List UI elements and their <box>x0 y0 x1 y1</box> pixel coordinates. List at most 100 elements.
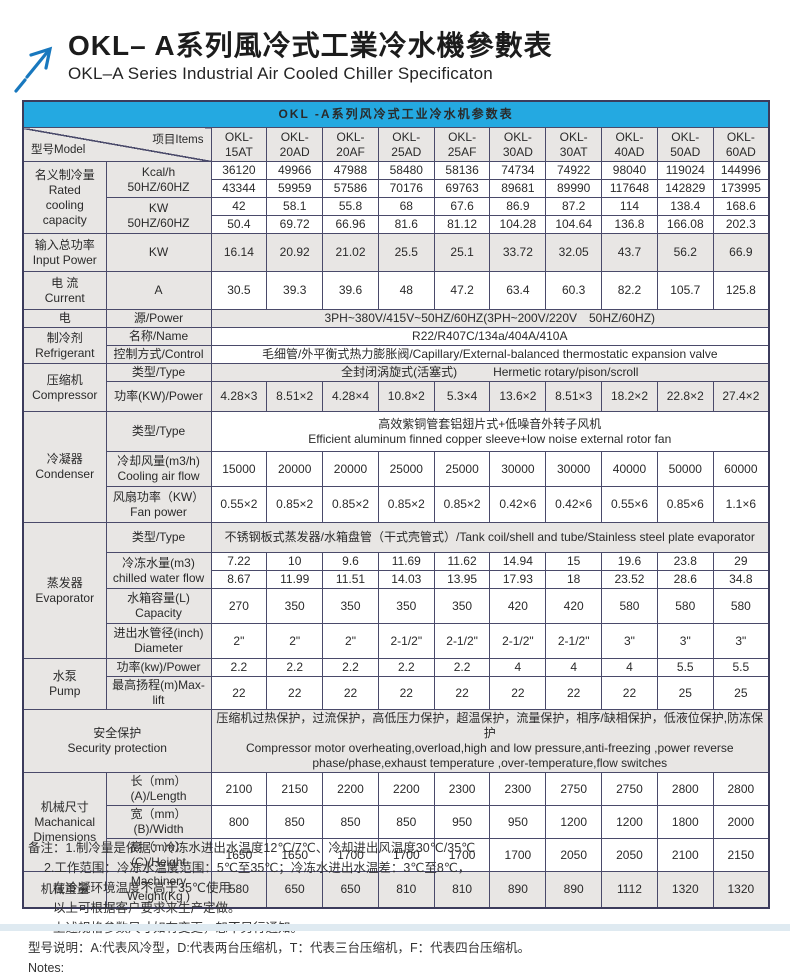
data-cell: 68 <box>377 197 435 216</box>
data-cell: 82.2 <box>601 271 658 310</box>
data-cell: 2" <box>266 623 324 659</box>
note-line: 以上可根据客户要求来生产定做。 <box>28 901 241 915</box>
model-header-cell: OKL- 20AF <box>322 127 379 162</box>
data-cell: 1200 <box>545 805 603 839</box>
data-cell: 15000 <box>210 451 268 487</box>
data-cell: 74734 <box>489 161 547 180</box>
data-cell: 2800 <box>656 772 714 806</box>
item-label-cell: A <box>105 271 212 310</box>
table-row: 宽（mm）(B)/Width 800 850 850 850 950 950 1200 1200… <box>23 805 770 839</box>
model-header-cell: OKL- 30AD <box>489 127 547 162</box>
data-cell: 650 <box>266 871 324 908</box>
data-cell: 2750 <box>601 772 658 806</box>
data-cell: 98040 <box>601 161 658 180</box>
merged-value-cell: 全封闭涡旋式(活塞式) Hermetic rotary/pison/scroll <box>210 363 770 382</box>
data-cell: 11.62 <box>433 552 491 571</box>
item-label-cell: 进出水管径(inch) Diameter <box>105 623 212 659</box>
data-cell: 119024 <box>656 161 714 180</box>
data-cell: 166.08 <box>656 215 714 234</box>
data-cell: 1800 <box>656 805 714 839</box>
data-cell: 58136 <box>433 161 491 180</box>
data-cell: 22 <box>210 676 268 710</box>
data-cell: 11.51 <box>322 570 379 589</box>
data-cell: 40000 <box>601 451 658 487</box>
data-cell: 2300 <box>489 772 547 806</box>
data-cell: 66.9 <box>712 233 770 272</box>
data-cell: 22 <box>266 676 324 710</box>
model-header-cell: OKL- 15AT <box>210 127 268 162</box>
data-cell: 30.5 <box>210 271 268 310</box>
data-cell: 1200 <box>601 805 658 839</box>
data-cell: 67.6 <box>433 197 491 216</box>
page-header: OKL– A系列風冷式工業冷水機參數表 OKL–A Series Industr… <box>14 30 553 94</box>
data-cell: 1.1×6 <box>712 486 770 523</box>
table-row: 输入总功率 Input Power KW 16.14 20.92 21.02 25.5 25… <box>22 233 770 272</box>
model-header-cell: OKL- 30AT <box>545 127 603 162</box>
item-label-cell: 类型/Type <box>105 522 212 553</box>
data-cell: 2" <box>322 623 379 659</box>
item-label-cell: 风扇功率（KW） Fan power <box>105 486 212 523</box>
data-cell: 2200 <box>322 772 379 806</box>
group-label-cell: 电 流 Current <box>22 271 107 310</box>
table-row: 风扇功率（KW） Fan power 0.55×2 0.85×2 0.85×2 0.85… <box>23 486 770 523</box>
data-cell: 117648 <box>601 179 658 198</box>
data-cell: 17.93 <box>489 570 547 589</box>
data-cell: 2100 <box>656 838 714 872</box>
model-header-cell: OKL- 20AD <box>266 127 324 162</box>
data-cell: 950 <box>433 805 491 839</box>
data-cell: 1112 <box>601 871 658 908</box>
data-cell: 950 <box>489 805 547 839</box>
data-cell: 7.22 <box>210 552 268 571</box>
item-label-cell: 类型/Type <box>105 363 212 382</box>
data-cell: 28.6 <box>656 570 714 589</box>
data-cell: 69763 <box>433 179 491 198</box>
data-cell: 202.3 <box>712 215 770 234</box>
item-label-cell: 控制方式/Control <box>105 345 212 364</box>
data-cell: 20.92 <box>266 233 324 272</box>
data-cell: 650 <box>322 871 379 908</box>
data-cell: 350 <box>266 588 324 624</box>
data-cell: 890 <box>489 871 547 908</box>
table-row: 冷冻水量(m3) chilled water flow 7.22 10 9.6 11.6… <box>23 552 770 589</box>
data-cell: 420 <box>489 588 547 624</box>
data-cell: 0.85×2 <box>377 486 435 523</box>
item-label-cell: 长（mm）(A)/Length <box>105 772 212 806</box>
data-cell: 47.2 <box>433 271 491 310</box>
data-cell: 2.2 <box>322 658 379 677</box>
data-cell: 10 <box>266 552 324 571</box>
arrow-logo-icon <box>14 46 53 93</box>
data-cell: 50.4 <box>210 215 268 234</box>
data-cell: 47988 <box>322 161 379 180</box>
item-label-cell: 类型/Type <box>105 411 212 452</box>
group-label-cell: 压缩机 Compressor <box>22 363 107 412</box>
data-cell: 81.12 <box>433 215 491 234</box>
data-cell: 136.8 <box>601 215 658 234</box>
data-cell: 810 <box>377 871 435 908</box>
data-cell: 22 <box>489 676 547 710</box>
data-cell: 70176 <box>377 179 435 198</box>
data-cell: 0.42×6 <box>489 486 547 523</box>
data-cell: 29 <box>712 552 770 571</box>
data-cell: 2-1/2" <box>377 623 435 659</box>
data-cell: 69.72 <box>266 215 324 234</box>
item-label-cell: 最高扬程(m)Max-lift <box>105 676 212 710</box>
data-cell: 350 <box>322 588 379 624</box>
note-line: Notes: <box>28 961 65 975</box>
data-cell: 2050 <box>545 838 603 872</box>
data-cell: 9.6 <box>322 552 379 571</box>
data-cell: 42 <box>210 197 268 216</box>
data-cell: 81.6 <box>377 215 435 234</box>
spec-table: OKL -A系列风冷式工业冷水机参数表 型号Model 项目Items OKL- 1… <box>22 100 771 909</box>
data-cell: 13.95 <box>433 570 491 589</box>
data-cell: 14.03 <box>377 570 435 589</box>
item-label-cell: 水箱容量(L) Capacity <box>105 588 212 624</box>
data-cell: 19.6 <box>601 552 658 571</box>
model-header-row: 型号Model 项目Items OKL- 15AT OKL- 20AD OKL- 20A… <box>22 127 770 162</box>
data-cell: 4.28×4 <box>322 381 379 412</box>
data-cell: 25 <box>712 676 770 710</box>
group-label-cell: 输入总功率 Input Power <box>22 233 107 272</box>
data-cell: 11.69 <box>377 552 435 571</box>
data-cell: 60.3 <box>545 271 603 310</box>
data-cell: 23.52 <box>601 570 658 589</box>
data-cell: 8.51×3 <box>545 381 603 412</box>
